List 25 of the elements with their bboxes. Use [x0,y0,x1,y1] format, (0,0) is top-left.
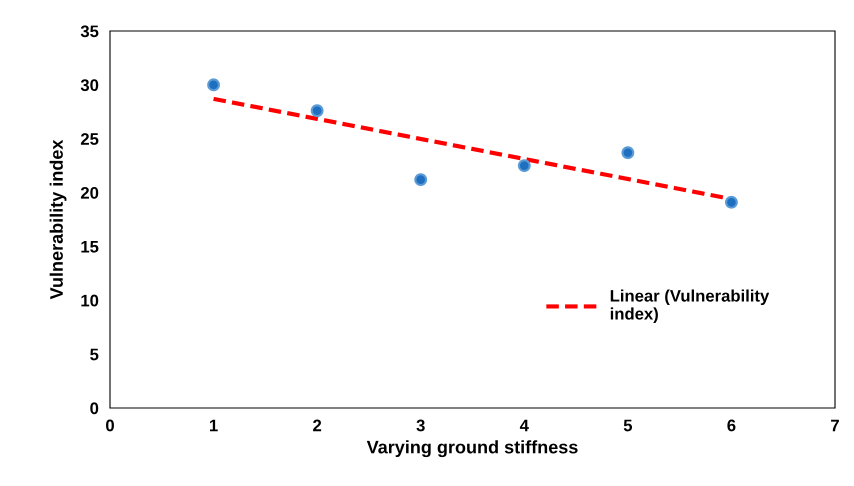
y-tick-label: 30 [80,79,98,92]
x-tick-label: 7 [831,420,839,432]
point [621,146,634,160]
y-tick-label: 0 [90,402,98,414]
x-tick-label: 0 [106,420,114,432]
y-tick-label: 20 [80,186,98,199]
y-tick-label: 15 [81,241,98,253]
point [310,104,324,118]
x-axis-title: Varying ground stiffness [366,440,578,458]
x-tick-label: 4 [520,420,529,432]
x-tick-label: 6 [727,420,736,432]
x-tick-label: 1 [210,420,218,432]
point [414,173,428,186]
y-tick-label: 35 [80,25,98,38]
y-axis-title: Vulnerability index [50,140,66,300]
point [518,159,531,172]
y-tick-label: 25 [80,133,98,145]
y-tick-label: 10 [81,294,98,306]
x-tick-label: 5 [624,420,632,432]
x-tick-label: 3 [416,420,425,432]
point [207,78,220,92]
x-tick-label: 2 [313,420,322,432]
point [725,196,738,209]
y-tick-label: 5 [90,348,98,360]
legend-label: Linear (Vulnerability index) [610,289,770,323]
